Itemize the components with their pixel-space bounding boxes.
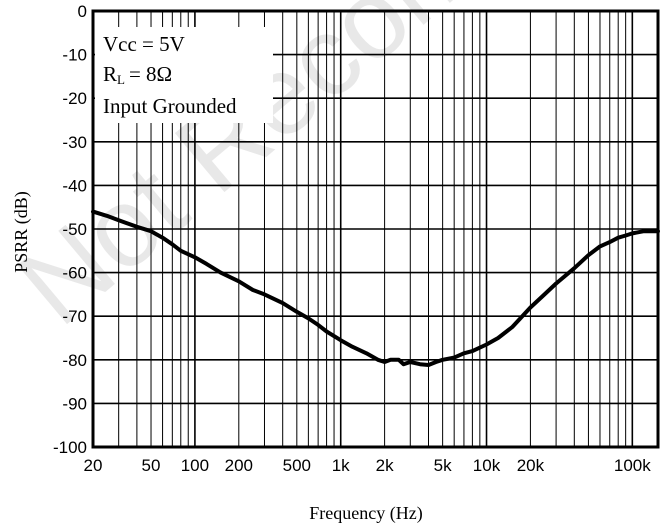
annotation-background [95,27,273,123]
series-line-psrr [91,209,660,367]
x-tick-label-10: 100k [614,456,651,475]
x-tick-label-3: 200 [225,456,253,475]
y-tick-label-0: 0 [78,2,87,21]
y-tick-label-1: -10 [62,46,87,65]
y-tick-labels: 0 -10 -20 -30 -40 -50 -60 -70 -80 -90 -100 [53,2,87,457]
y-tick-label-7: -70 [62,307,87,326]
y-tick-label-4: -40 [62,176,87,195]
annotation-r: R [103,62,117,86]
annotation-vcc: Vcc = 5V [103,32,185,56]
x-tick-label-8: 10k [473,456,501,475]
plot-frame [91,9,660,449]
annotation-rl: RL = 8Ω [103,62,172,87]
y-tick-label-2: -20 [62,89,87,108]
x-tick-label-6: 2k [376,456,394,475]
y-tick-label-3: -30 [62,133,87,152]
x-tick-label-0: 20 [84,456,103,475]
x-axis-label: Frequency (Hz) [309,503,422,524]
x-tick-label-5: 1k [332,456,350,475]
annotation-rl-value: = 8Ω [129,62,172,86]
y-tick-label-9: -90 [62,394,87,413]
x-tick-label-7: 5k [434,456,452,475]
y-axis-label: PSRR (dB) [11,191,32,273]
annotation-l-subscript: L [117,72,125,87]
y-tick-label-10: -100 [53,438,87,457]
annotation-box: Vcc = 5V RL = 8Ω Input Grounded [95,27,273,123]
y-tick-label-8: -80 [62,351,87,370]
annotation-input: Input Grounded [103,94,237,118]
x-tick-label-1: 50 [142,456,161,475]
x-tick-label-9: 20k [517,456,545,475]
x-tick-label-4: 500 [283,456,311,475]
x-tick-label-2: 100 [181,456,209,475]
y-tick-label-6: -60 [62,264,87,283]
y-tick-label-5: -50 [62,220,87,239]
x-tick-labels: 20 50 100 200 500 1k 2k 5k 10k 20k 100k [84,456,652,475]
